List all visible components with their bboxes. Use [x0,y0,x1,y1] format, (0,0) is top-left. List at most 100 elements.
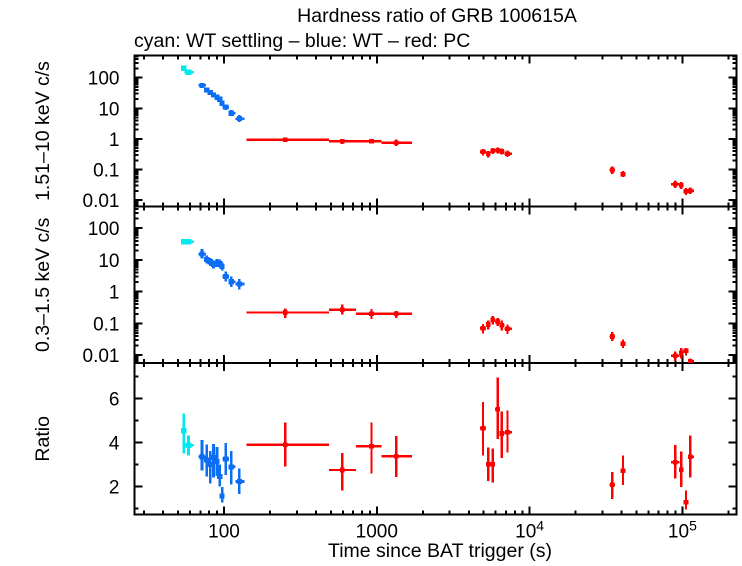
data-point [679,182,684,189]
y-tick-label: 10 [98,251,119,272]
y-tick-label: 1 [109,130,120,151]
data-point [355,138,382,144]
panel-hard-frame [133,54,738,208]
data-point [683,347,689,356]
y-tick-label: 0.01 [83,346,120,367]
data-point [381,139,413,147]
data-point [609,471,616,499]
panel-ratio-data [180,377,695,510]
y-tick-label: 0.01 [83,191,120,212]
data-point [479,324,486,334]
y-tick-label: 10 [98,99,119,120]
data-point [499,320,505,331]
data-point [184,69,194,75]
data-point [184,239,194,245]
data-point [499,148,505,155]
y-axis-title-hard: 1.51–10 keV c/s [32,61,54,201]
data-point [219,100,225,106]
data-point [198,248,206,259]
data-point [328,304,356,315]
data-point [235,278,245,290]
data-point [495,377,501,440]
y-axis-title-ratio: Ratio [32,416,54,462]
y-tick-label: 0.1 [93,314,119,335]
panel-ratio-frame [133,361,738,516]
x-tick-label: 100 [208,522,240,543]
series-wt-settling [180,65,194,75]
chart-subtitle: cyan: WT settling – blue: WT – red: PC [134,30,470,52]
data-point [219,487,225,503]
y-tick-label: 100 [88,219,120,240]
x-axis-title: Time since BAT trigger (s) [328,540,552,562]
data-point [609,166,616,174]
data-point [246,422,329,467]
panel-soft-axes [133,205,738,365]
data-point [504,150,512,158]
y-tick-label: 100 [88,69,120,90]
data-point [222,271,229,282]
panel-hard-axes [133,54,738,208]
data-point [683,188,689,196]
data-point [355,309,382,319]
data-point [328,138,356,144]
data-point [180,413,187,454]
data-point [479,148,486,156]
panel-ratio-axes [133,361,738,516]
data-point [688,187,695,195]
data-point [222,442,229,475]
data-point [688,358,695,363]
data-point [184,435,194,456]
data-point [246,308,329,318]
data-point [198,440,206,471]
data-point [671,180,680,188]
series-wt [198,82,245,123]
data-point [210,443,217,478]
data-layer [180,65,695,510]
data-point [219,262,225,271]
data-point [485,150,491,158]
data-point [485,320,491,330]
data-point [490,315,496,325]
data-point [214,446,220,476]
data-point [328,453,356,491]
series-pc [246,304,695,363]
data-point [479,401,486,456]
data-point [495,317,501,326]
data-point [235,468,245,494]
panel-hard-data [180,65,695,196]
data-point [381,436,413,477]
data-point [355,422,382,474]
data-point [207,451,213,484]
series-pc [246,137,695,196]
data-point [228,451,236,485]
data-point [499,411,505,458]
x-tick-label: 104 [515,518,544,543]
data-point [609,331,616,341]
data-point [504,324,512,334]
axes-layer [133,54,738,516]
series-wt [198,248,245,290]
y-tick-label: 0.1 [93,160,119,181]
series-wt-settling [180,413,194,456]
data-point [671,351,680,361]
data-point [228,276,236,287]
data-point [679,347,684,359]
data-point [485,447,491,482]
panel-soft-data [180,238,695,363]
chart-title: Hardness ratio of GRB 100615A [297,5,577,27]
x-tick-label: 105 [668,518,697,543]
x-tick-label: 1000 [356,522,398,543]
data-point [381,310,413,319]
data-point [683,490,689,510]
data-point [180,65,187,71]
y-axis-title-soft: 0.3–1.5 keV c/s [32,217,54,352]
data-point [490,148,496,154]
data-point [204,444,210,477]
data-point [679,451,684,487]
y-tick-label: 4 [109,433,120,454]
series-wt-settling [180,238,194,245]
data-point [222,104,229,110]
series-wt [198,440,245,503]
panel-soft-frame [133,205,738,365]
